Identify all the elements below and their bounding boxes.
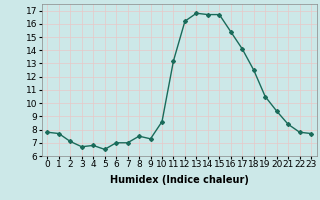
X-axis label: Humidex (Indice chaleur): Humidex (Indice chaleur) <box>110 175 249 185</box>
